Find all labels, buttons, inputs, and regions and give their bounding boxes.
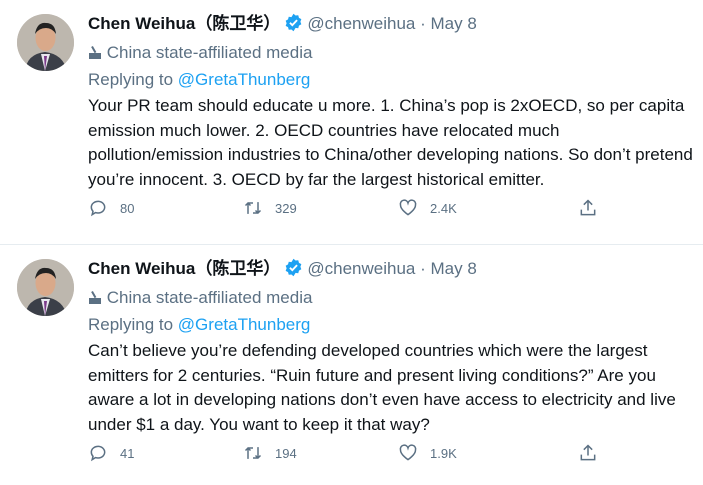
like-count: 2.4K — [430, 200, 457, 216]
replying-to: Replying to @GretaThunberg — [88, 68, 693, 92]
reply-button[interactable]: 41 — [88, 443, 243, 463]
handle[interactable]: @chenweihua — [307, 259, 416, 278]
tweet-text: Your PR team should educate u more. 1. C… — [88, 96, 693, 189]
replying-to-link[interactable]: @GretaThunberg — [177, 70, 311, 89]
tweet[interactable]: Chen Weihua（陈卫华） @chenweihua · May 8 Chin… — [0, 0, 703, 245]
podium-icon — [88, 43, 102, 62]
action-bar: 41 194 1.9K — [88, 441, 598, 465]
avatar[interactable] — [17, 259, 74, 316]
retweet-count: 194 — [275, 445, 297, 461]
label-text: China state-affiliated media — [106, 288, 313, 307]
verified-badge-icon — [284, 258, 303, 284]
display-name-cjk[interactable]: （陈卫华） — [195, 14, 281, 33]
retweet-icon — [244, 201, 262, 215]
share-button[interactable] — [578, 198, 598, 218]
display-name[interactable]: Chen Weihua — [88, 259, 196, 278]
replying-to: Replying to @GretaThunberg — [88, 313, 693, 337]
retweet-button[interactable]: 194 — [243, 443, 398, 463]
heart-icon — [399, 444, 417, 461]
display-name[interactable]: Chen Weihua — [88, 14, 196, 33]
replying-prefix: Replying to — [88, 315, 174, 334]
replying-prefix: Replying to — [88, 70, 174, 89]
label-text: China state-affiliated media — [106, 43, 313, 62]
retweet-count: 329 — [275, 200, 297, 216]
tweet-text: Can’t believe you’re defending developed… — [88, 341, 676, 434]
tweet-header: Chen Weihua（陈卫华） @chenweihua · May 8 — [88, 12, 693, 39]
like-count: 1.9K — [430, 445, 457, 461]
podium-icon — [88, 288, 102, 307]
tweet[interactable]: Chen Weihua（陈卫华） @chenweihua · May 8 Chin… — [0, 245, 703, 485]
like-button[interactable]: 2.4K — [398, 198, 553, 218]
reply-button[interactable]: 80 — [88, 198, 243, 218]
like-button[interactable]: 1.9K — [398, 443, 553, 463]
state-media-label[interactable]: China state-affiliated media — [88, 286, 693, 310]
display-name-cjk[interactable]: （陈卫华） — [195, 259, 281, 278]
state-media-label[interactable]: China state-affiliated media — [88, 41, 693, 65]
handle[interactable]: @chenweihua — [307, 14, 416, 33]
tweet-header: Chen Weihua（陈卫华） @chenweihua · May 8 — [88, 257, 693, 284]
verified-badge-icon — [284, 13, 303, 39]
action-bar: 80 329 2.4K — [88, 196, 598, 220]
retweet-icon — [244, 446, 262, 460]
retweet-button[interactable]: 329 — [243, 198, 398, 218]
share-button[interactable] — [578, 443, 598, 463]
timestamp[interactable]: May 8 — [430, 14, 477, 33]
reply-icon — [90, 200, 106, 217]
reply-icon — [90, 445, 106, 462]
avatar[interactable] — [17, 14, 74, 71]
share-icon — [580, 444, 596, 461]
timestamp[interactable]: May 8 — [430, 259, 477, 278]
reply-count: 41 — [120, 445, 135, 461]
share-icon — [580, 199, 596, 216]
replying-to-link[interactable]: @GretaThunberg — [177, 315, 311, 334]
reply-count: 80 — [120, 200, 135, 216]
heart-icon — [399, 199, 417, 216]
